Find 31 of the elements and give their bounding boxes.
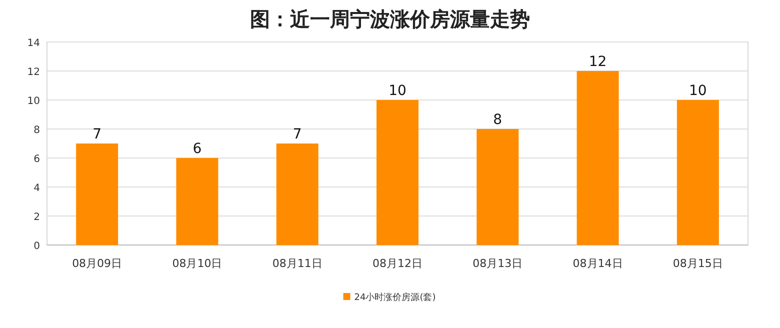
bar bbox=[576, 71, 619, 245]
data-label: 7 bbox=[292, 126, 302, 142]
y-tick-label: 0 bbox=[34, 241, 40, 252]
bar bbox=[376, 100, 418, 245]
x-tick-label: 08月09日 bbox=[72, 257, 122, 270]
y-tick-label: 4 bbox=[34, 183, 40, 194]
x-tick-label: 08月10日 bbox=[172, 257, 222, 270]
y-tick-label: 14 bbox=[27, 38, 40, 49]
x-tick-label: 08月11日 bbox=[272, 257, 322, 270]
legend-label: 24小时涨价房源(套) bbox=[354, 292, 436, 303]
data-label: 10 bbox=[689, 83, 707, 99]
x-tick-label: 08月14日 bbox=[572, 257, 623, 270]
bar bbox=[276, 144, 318, 245]
y-tick-label: 8 bbox=[34, 125, 40, 136]
data-label: 6 bbox=[192, 141, 202, 157]
data-label: 10 bbox=[388, 83, 406, 99]
y-tick-label: 10 bbox=[27, 96, 40, 107]
bar bbox=[176, 158, 218, 245]
chart-title: 图：近一周宁波涨价房源量走势 bbox=[250, 7, 530, 31]
data-label: 12 bbox=[588, 54, 607, 70]
data-label: 7 bbox=[92, 126, 102, 142]
y-tick-label: 6 bbox=[34, 154, 40, 165]
y-tick-label: 2 bbox=[34, 212, 40, 223]
x-tick-label: 08月15日 bbox=[672, 257, 723, 270]
bar bbox=[676, 100, 719, 245]
bar bbox=[76, 144, 118, 245]
data-label: 8 bbox=[493, 112, 502, 128]
x-tick-label: 08月12日 bbox=[372, 257, 422, 270]
y-tick-label: 12 bbox=[27, 67, 40, 78]
bar bbox=[476, 129, 519, 245]
x-tick-label: 08月13日 bbox=[472, 257, 523, 270]
